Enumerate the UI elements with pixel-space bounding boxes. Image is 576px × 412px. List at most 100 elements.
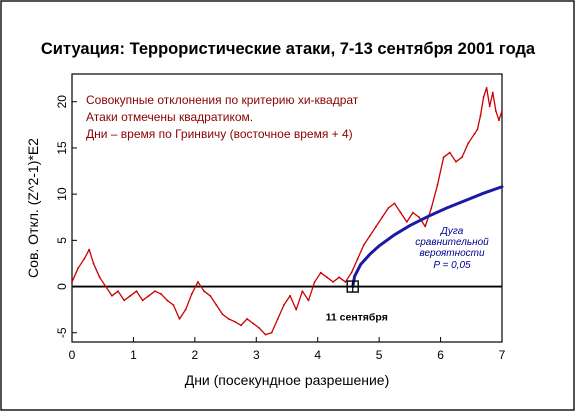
series-point <box>123 299 126 302</box>
annotation-line-1: Совокупные отклонения по критерию хи-ква… <box>86 93 359 107</box>
series-point <box>455 160 457 163</box>
series-point <box>276 317 279 320</box>
series-point <box>461 156 463 159</box>
series-point <box>387 207 390 209</box>
series-point <box>98 276 101 279</box>
series-point <box>184 308 187 311</box>
series-point <box>289 294 291 297</box>
annotation-line-3: Дни – время по Гринвичу (восточное время… <box>86 127 353 141</box>
series-point <box>405 220 408 223</box>
x-tick-label: 7 <box>499 348 506 362</box>
series-point <box>319 271 322 274</box>
series-point <box>172 304 175 306</box>
series-point <box>233 320 236 323</box>
series-point <box>83 257 86 260</box>
x-tick-label: 3 <box>253 348 260 362</box>
series-point <box>178 317 181 320</box>
series-point <box>485 86 488 89</box>
y-tick-label: 5 <box>55 237 69 244</box>
series-point <box>356 257 359 260</box>
probability-arc <box>351 185 504 289</box>
x-tick-label: 6 <box>437 348 444 362</box>
x-tick-label: 2 <box>192 348 199 362</box>
series-point <box>197 281 199 283</box>
series-point <box>104 285 107 288</box>
x-tick-label: 4 <box>314 348 321 362</box>
arc-label-line-4: P = 0,05 <box>433 260 471 271</box>
series-point <box>326 276 328 279</box>
series-point <box>71 281 73 283</box>
arc-label-line-1: Дуга <box>440 226 464 237</box>
series-point <box>442 156 445 159</box>
series-point <box>412 211 414 214</box>
series-line <box>71 87 503 336</box>
series-point <box>501 110 503 112</box>
chart-title: Ситуация: Террористические атаки, 7-13 с… <box>41 40 536 58</box>
series-point <box>418 216 420 219</box>
series-point <box>381 216 384 219</box>
series-point <box>430 207 433 209</box>
y-axis-ticks: -5 0 5 10 15 20 <box>55 95 77 338</box>
series-point <box>448 151 451 154</box>
series-point <box>111 294 113 297</box>
series-point <box>436 183 439 186</box>
series-point <box>77 267 80 269</box>
x-axis-label: Дни (посекундное разрешение) <box>185 372 390 388</box>
series-point <box>338 276 341 279</box>
y-axis-label: Сов. Откл. (Z^2-1)*E2 <box>25 138 41 278</box>
series-point <box>129 294 132 297</box>
series-point <box>350 271 353 274</box>
series-point <box>270 331 273 334</box>
arc-label-line-2: сравнительной <box>415 237 489 248</box>
series-point <box>264 333 267 336</box>
series-point <box>494 110 497 112</box>
event-label: 11 сентября <box>326 312 388 324</box>
series-point <box>203 290 205 293</box>
event-marker <box>346 280 359 293</box>
series-point <box>154 290 156 293</box>
series-point <box>375 225 377 228</box>
series-point <box>215 304 218 306</box>
y-tick-label: 0 <box>55 283 69 290</box>
series-point <box>467 142 470 145</box>
series-point <box>252 322 255 325</box>
series-point <box>147 294 150 297</box>
series-point <box>491 91 494 94</box>
series-point <box>240 324 242 327</box>
series-point <box>221 313 224 316</box>
x-axis-ticks: 0 1 2 3 4 5 6 7 <box>69 337 506 362</box>
arc-label-line-3: вероятности <box>419 248 485 259</box>
series-point <box>283 304 285 306</box>
series-point <box>88 248 91 251</box>
annotation-line-2: Атаки отмечены квадратиком. <box>86 110 253 124</box>
y-tick-label: -5 <box>55 327 69 338</box>
series-point <box>399 211 402 214</box>
series-point <box>117 290 119 293</box>
y-tick-label: 20 <box>55 95 69 109</box>
x-tick-label: 0 <box>69 348 76 362</box>
series-point <box>393 202 396 205</box>
series-points <box>71 86 503 336</box>
series-point <box>307 299 310 302</box>
series-point <box>301 290 304 293</box>
series-point <box>258 327 261 330</box>
series-point <box>332 281 334 283</box>
series-point <box>476 128 479 131</box>
series-point <box>479 114 482 117</box>
y-tick-label: 10 <box>55 187 69 201</box>
series-point <box>246 317 248 320</box>
series-point <box>227 317 230 320</box>
series-point <box>141 299 144 302</box>
series-point <box>190 293 193 295</box>
series-point <box>209 294 212 297</box>
series-point <box>369 234 371 237</box>
series-point <box>473 133 476 135</box>
y-tick-label: 15 <box>55 141 69 155</box>
series-point <box>135 290 138 293</box>
series-point <box>295 308 298 311</box>
series-point <box>498 119 500 122</box>
series-point <box>488 105 491 108</box>
series-point <box>160 293 162 295</box>
plot-frame <box>71 73 503 343</box>
